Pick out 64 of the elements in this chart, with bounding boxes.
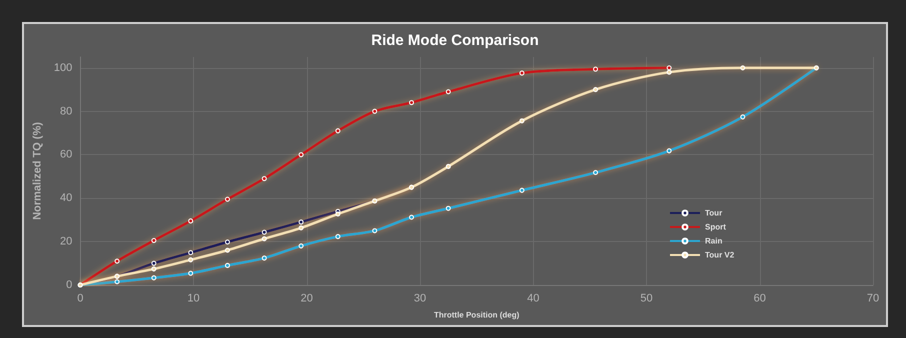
point: [409, 214, 414, 220]
point: [188, 250, 194, 256]
legend-label: Rain: [705, 236, 722, 246]
point: [666, 65, 672, 70]
point: [409, 100, 414, 106]
point: [593, 87, 598, 92]
point: [188, 270, 194, 276]
point: [151, 260, 156, 266]
point: [151, 238, 156, 243]
point: [114, 279, 120, 284]
point: [446, 164, 451, 169]
point: [262, 230, 267, 235]
point: [519, 118, 524, 124]
y-axis-title: Normalized TQ (%): [32, 122, 44, 220]
point: [666, 148, 672, 154]
point: [188, 218, 194, 224]
x-tick-label: 60: [754, 292, 766, 304]
point: [224, 196, 230, 202]
point: [298, 225, 304, 230]
point: [446, 89, 451, 94]
y-tick-label: 0: [66, 279, 72, 291]
point: [151, 275, 156, 280]
x-tick-label: 40: [527, 292, 540, 304]
point: [372, 228, 378, 234]
point: [262, 256, 267, 261]
y-tick-label: 40: [60, 192, 72, 204]
point: [151, 266, 156, 272]
x-tick-label: 50: [640, 292, 653, 304]
point: [335, 128, 340, 134]
point: [593, 66, 598, 72]
x-tick-label: 20: [300, 292, 313, 304]
x-tick-label: 30: [414, 292, 426, 304]
point: [740, 114, 746, 120]
x-tick-label: 0: [77, 292, 84, 304]
point: [335, 211, 340, 216]
point: [298, 243, 304, 248]
point: [224, 240, 230, 245]
point: [224, 248, 230, 253]
point: [262, 236, 267, 242]
chart-title: Ride Mode Comparison: [371, 32, 539, 49]
legend-label: Sport: [705, 222, 726, 232]
x-axis-title: Throttle Position (deg): [434, 310, 520, 320]
point: [262, 176, 267, 182]
point: [298, 152, 304, 158]
point: [188, 257, 194, 262]
legend-label: Tour: [705, 208, 722, 218]
point: [666, 70, 672, 75]
x-tick-label: 70: [866, 292, 880, 304]
y-tick-label: 80: [60, 105, 72, 118]
x-tick-label: 10: [187, 292, 200, 304]
point: [519, 188, 524, 193]
point: [298, 220, 304, 225]
point: [446, 206, 451, 211]
point: [224, 262, 230, 268]
point: [519, 70, 524, 76]
point: [114, 258, 120, 264]
y-tick-label: 60: [60, 148, 72, 161]
point: [372, 108, 378, 114]
y-tick-label: 100: [54, 62, 72, 74]
legend-label: Tour V2: [705, 250, 735, 260]
point: [335, 234, 340, 240]
y-tick-label: 20: [60, 236, 72, 248]
point: [740, 65, 746, 70]
point: [593, 170, 598, 176]
